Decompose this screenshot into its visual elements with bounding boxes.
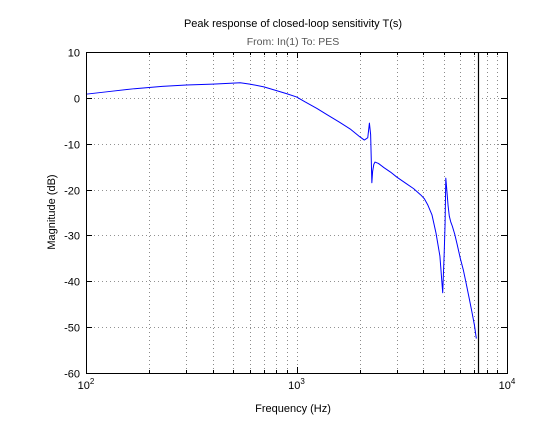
y-tick-label: -10	[64, 140, 80, 152]
x-tick-label-base: 10	[78, 380, 90, 392]
y-tick-label: 10	[68, 48, 80, 60]
y-tick-label: -50	[64, 323, 80, 335]
y-axis-label: Magnitude (dB)	[46, 174, 58, 249]
chart-subtitle: From: In(1) To: PES	[247, 36, 340, 48]
y-tick-label: -30	[64, 231, 80, 243]
chart-title: Peak response of closed-loop sensitivity…	[184, 18, 402, 30]
x-tick-label-base: 10	[499, 380, 511, 392]
x-tick-label-exponent: 3	[300, 377, 305, 386]
y-tick-label: -60	[64, 369, 80, 381]
x-tick-label-exponent: 2	[90, 377, 95, 386]
y-tick-label: -40	[64, 277, 80, 289]
x-tick-label-base: 10	[288, 380, 300, 392]
y-tick-label: 0	[74, 94, 80, 106]
y-tick-label: -20	[64, 186, 80, 198]
x-axis-label: Frequency (Hz)	[255, 403, 331, 415]
x-tick-label-exponent: 4	[511, 377, 516, 386]
